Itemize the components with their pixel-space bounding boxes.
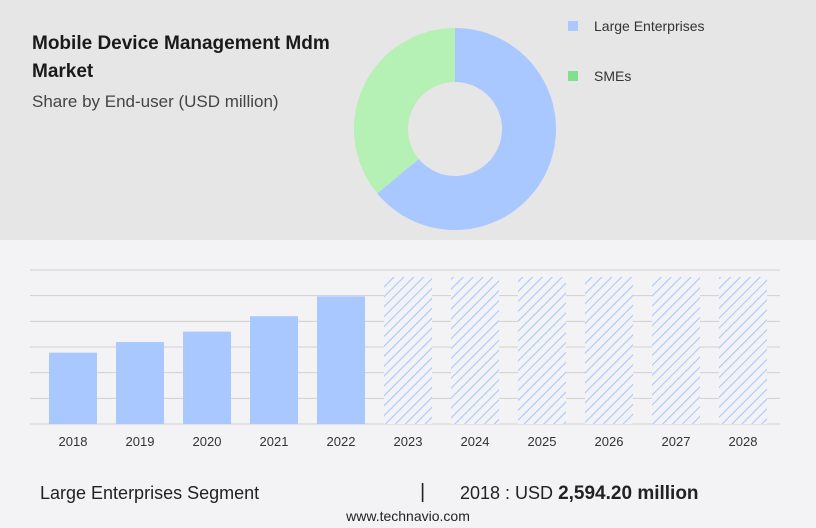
- footer-segment: Large Enterprises Segment: [40, 483, 260, 503]
- bar-forecast-2027: [652, 277, 700, 424]
- source-link[interactable]: www.technavio.com: [346, 508, 470, 524]
- legend-swatch-smes: [568, 71, 578, 81]
- bar-forecast-2026: [585, 277, 633, 424]
- chart-title: Mobile Device Management Mdm Market: [32, 33, 330, 82]
- x-tick-label-2024: 2024: [461, 434, 490, 449]
- bar-forecast-2024: [451, 277, 499, 424]
- footer-separator: |: [420, 481, 426, 503]
- legend-item-smes: SMEs: [568, 66, 631, 86]
- x-tick-label-2020: 2020: [193, 434, 222, 449]
- donut-slice-smes: [354, 28, 455, 194]
- bar-2020: [183, 331, 231, 424]
- chart-subtitle: Share by End-user (USD million): [32, 92, 279, 111]
- x-tick-label-2028: 2028: [729, 434, 758, 449]
- x-tick-label-2025: 2025: [528, 434, 557, 449]
- bar-2021: [250, 316, 298, 424]
- footer-value-amount: 2,594.20 million: [558, 483, 699, 504]
- donut-slice-large-enterprises: [377, 28, 556, 231]
- x-tick-label-2022: 2022: [327, 434, 356, 449]
- legend-label-large-enterprises: Large Enterprises: [594, 18, 705, 34]
- bar-forecast-2023: [384, 277, 432, 424]
- x-tick-label-2026: 2026: [595, 434, 624, 449]
- x-tick-label-2021: 2021: [260, 434, 289, 449]
- bar-chart: 2018 2019 2020 2021 2022 2023 2024 2025 2026 2027…: [30, 269, 780, 449]
- bar-2022: [317, 296, 365, 424]
- x-tick-label-2018: 2018: [59, 434, 88, 449]
- legend-swatch-large-enterprises: [568, 21, 578, 31]
- bar-2018: [49, 352, 97, 424]
- x-tick-label-2023: 2023: [394, 434, 423, 449]
- x-tick-label-2019: 2019: [126, 434, 155, 449]
- legend-item-large-enterprises: Large Enterprises: [568, 16, 705, 36]
- legend-label-smes: SMEs: [594, 68, 632, 84]
- footer-value: 2018 : USD 2,594.20 million: [460, 483, 699, 505]
- bar-forecast-2028: [719, 277, 767, 424]
- bar-2019: [116, 342, 164, 424]
- bar-forecast-2025: [518, 277, 566, 424]
- donut-chart: [354, 28, 556, 231]
- footer-year-label: 2018 : USD: [460, 483, 554, 503]
- x-tick-label-2027: 2027: [662, 434, 691, 449]
